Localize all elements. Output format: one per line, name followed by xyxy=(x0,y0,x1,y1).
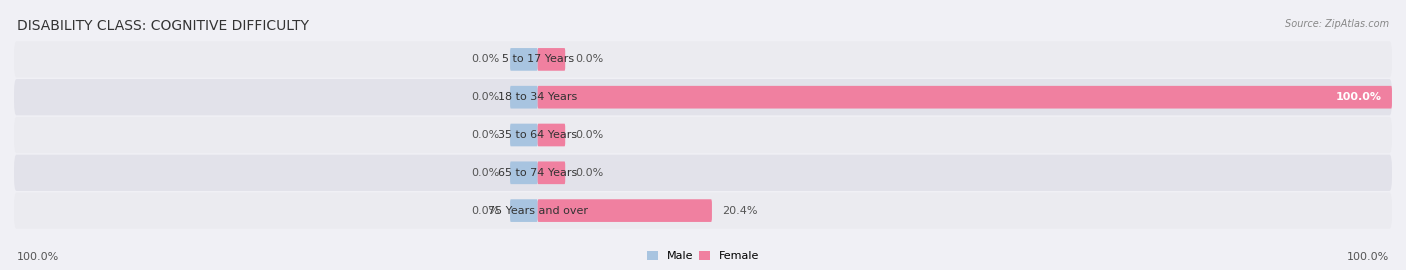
FancyBboxPatch shape xyxy=(510,199,537,222)
Text: 100.0%: 100.0% xyxy=(1347,252,1389,262)
FancyBboxPatch shape xyxy=(537,124,565,146)
FancyBboxPatch shape xyxy=(14,193,1392,229)
Text: 18 to 34 Years: 18 to 34 Years xyxy=(498,92,578,102)
FancyBboxPatch shape xyxy=(14,79,1392,115)
Text: 0.0%: 0.0% xyxy=(471,92,499,102)
Text: 100.0%: 100.0% xyxy=(17,252,59,262)
Text: 0.0%: 0.0% xyxy=(575,130,603,140)
FancyBboxPatch shape xyxy=(14,155,1392,191)
Text: 0.0%: 0.0% xyxy=(471,54,499,65)
FancyBboxPatch shape xyxy=(510,161,537,184)
FancyBboxPatch shape xyxy=(510,124,537,146)
Text: 100.0%: 100.0% xyxy=(1336,92,1382,102)
Text: 75 Years and over: 75 Years and over xyxy=(488,205,588,216)
Text: 0.0%: 0.0% xyxy=(471,168,499,178)
Text: 20.4%: 20.4% xyxy=(723,205,758,216)
FancyBboxPatch shape xyxy=(14,117,1392,153)
FancyBboxPatch shape xyxy=(537,86,1392,109)
FancyBboxPatch shape xyxy=(510,48,537,71)
Text: 0.0%: 0.0% xyxy=(575,54,603,65)
FancyBboxPatch shape xyxy=(537,199,711,222)
Text: 35 to 64 Years: 35 to 64 Years xyxy=(498,130,578,140)
Text: Source: ZipAtlas.com: Source: ZipAtlas.com xyxy=(1285,19,1389,29)
Text: 0.0%: 0.0% xyxy=(471,130,499,140)
Legend: Male, Female: Male, Female xyxy=(643,246,763,265)
FancyBboxPatch shape xyxy=(537,161,565,184)
Text: 65 to 74 Years: 65 to 74 Years xyxy=(498,168,578,178)
Text: 0.0%: 0.0% xyxy=(575,168,603,178)
Text: 5 to 17 Years: 5 to 17 Years xyxy=(502,54,574,65)
FancyBboxPatch shape xyxy=(14,41,1392,77)
Text: 0.0%: 0.0% xyxy=(471,205,499,216)
FancyBboxPatch shape xyxy=(537,48,565,71)
Text: DISABILITY CLASS: COGNITIVE DIFFICULTY: DISABILITY CLASS: COGNITIVE DIFFICULTY xyxy=(17,19,309,33)
FancyBboxPatch shape xyxy=(510,86,537,109)
